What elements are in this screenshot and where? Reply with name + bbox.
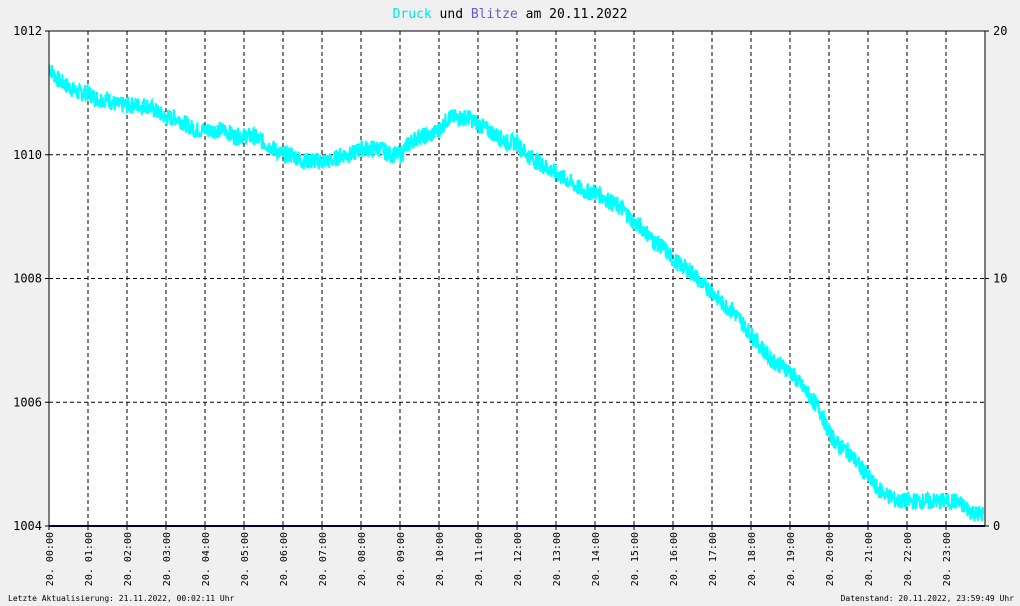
x-tick-label: 20. 05:00 bbox=[240, 532, 251, 586]
x-tick-label: 20. 15:00 bbox=[630, 532, 641, 586]
x-tick-label: 20. 06:00 bbox=[279, 532, 290, 586]
footer-data-status: Datenstand: 20.11.2022, 23:59:49 Uhr bbox=[841, 594, 1015, 603]
x-tick-label: 20. 11:00 bbox=[474, 532, 485, 586]
grid bbox=[49, 31, 985, 526]
x-tick-label: 20. 09:00 bbox=[396, 532, 407, 586]
title-und: und bbox=[432, 7, 471, 22]
x-axis: 20. 00:00 20. 01:00 20. 02:00 20. 03:00 20. … bbox=[45, 526, 953, 586]
x-tick-label: 20. 08:00 bbox=[357, 532, 368, 586]
x-tick-label: 20. 19:00 bbox=[786, 532, 797, 586]
x-tick-label: 20. 21:00 bbox=[864, 532, 875, 586]
x-tick-label: 20. 13:00 bbox=[552, 532, 563, 586]
y-right-axis: 20 10 0 bbox=[985, 24, 1007, 533]
x-tick-label: 20. 02:00 bbox=[123, 532, 134, 586]
x-tick-label: 20. 10:00 bbox=[435, 532, 446, 586]
x-tick-label: 20. 01:00 bbox=[84, 532, 95, 586]
x-tick-label: 20. 18:00 bbox=[747, 532, 758, 586]
y-right-tick-label: 0 bbox=[993, 519, 1000, 533]
x-tick-label: 20. 04:00 bbox=[201, 532, 212, 586]
x-tick-label: 20. 22:00 bbox=[903, 532, 914, 586]
title-blitze: Blitze bbox=[471, 7, 518, 22]
y-left-tick-label: 1006 bbox=[13, 395, 42, 409]
x-tick-label: 20. 16:00 bbox=[669, 532, 680, 586]
x-tick-label: 20. 20:00 bbox=[825, 532, 836, 586]
y-left-tick-label: 1008 bbox=[13, 272, 42, 286]
x-tick-label: 20. 00:00 bbox=[45, 532, 56, 586]
x-tick-label: 20. 14:00 bbox=[591, 532, 602, 586]
x-tick-label: 20. 23:00 bbox=[942, 532, 953, 586]
title-date: am 20.11.2022 bbox=[518, 7, 628, 22]
y-left-tick-label: 1004 bbox=[13, 519, 42, 533]
y-right-tick-label: 20 bbox=[993, 24, 1007, 38]
x-tick-label: 20. 17:00 bbox=[708, 532, 719, 586]
x-tick-label: 20. 12:00 bbox=[513, 532, 524, 586]
footer-last-update: Letzte Aktualisierung: 21.11.2022, 00:02… bbox=[8, 594, 235, 603]
y-left-tick-label: 1010 bbox=[13, 148, 42, 162]
series-druck-line bbox=[48, 64, 985, 522]
y-left-axis: 1012 1010 1008 1006 1004 bbox=[13, 24, 49, 533]
title-druck: Druck bbox=[393, 7, 432, 22]
y-right-tick-label: 10 bbox=[993, 272, 1007, 286]
y-left-tick-label: 1012 bbox=[13, 24, 42, 38]
x-tick-label: 20. 07:00 bbox=[318, 532, 329, 586]
chart-title: Druck und Blitze am 20.11.2022 bbox=[393, 7, 628, 22]
x-tick-label: 20. 03:00 bbox=[162, 532, 173, 586]
